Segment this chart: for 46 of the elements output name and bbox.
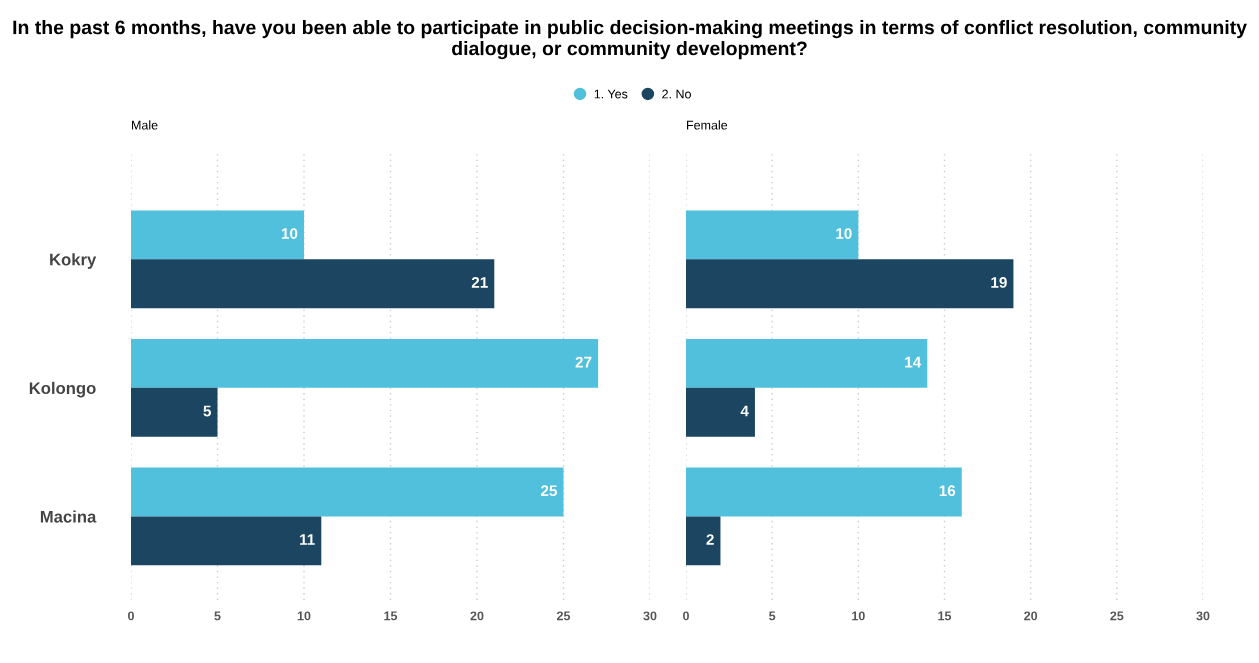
data-label: 10: [281, 228, 298, 239]
x-tick-label: 30: [643, 611, 657, 621]
bar: [686, 259, 1014, 309]
data-label: 21: [471, 277, 488, 288]
data-label: 11: [300, 534, 315, 545]
x-tick-label: 0: [128, 611, 134, 621]
bar: [686, 387, 755, 437]
x-tick-label: 15: [938, 611, 952, 621]
y-tick-label: Kokry: [50, 253, 97, 269]
legend-label: 1. Yes: [594, 89, 628, 99]
data-label: 4: [740, 405, 749, 417]
chart-subtitle: Male: [132, 120, 158, 130]
bar: [686, 339, 928, 388]
bar: [131, 210, 304, 260]
data-label: 16: [939, 485, 956, 497]
data-label: 19: [991, 277, 1007, 288]
x-tick-label: 5: [214, 611, 221, 621]
legend-label: 2. No: [662, 89, 691, 99]
data-label: 25: [540, 485, 558, 497]
data-label: 2: [706, 534, 714, 545]
x-tick-label: 30: [1196, 611, 1210, 621]
x-tick-label: 20: [1024, 611, 1038, 621]
bar: [686, 210, 859, 260]
x-tick-label: 10: [852, 611, 865, 621]
x-tick-label: 15: [384, 611, 398, 621]
y-tick-label: Macina: [40, 510, 97, 523]
x-tick-label: 10: [297, 611, 311, 621]
bar: [131, 339, 599, 388]
x-tick-label: 0: [683, 611, 689, 621]
bar: [686, 516, 721, 566]
data-label: 27: [575, 356, 592, 368]
bar: [131, 467, 564, 517]
bar: [131, 387, 218, 437]
bar: [686, 467, 962, 517]
x-tick-label: 20: [470, 611, 484, 621]
bar: [131, 259, 495, 309]
x-tick-label: 25: [556, 611, 571, 621]
y-tick-label: Kolongo: [29, 381, 96, 398]
x-tick-label: 5: [769, 611, 776, 621]
bar: [131, 516, 322, 566]
data-label: 14: [905, 356, 922, 368]
data-label: 10: [836, 228, 852, 239]
chart-subtitle: Female: [687, 120, 728, 130]
chart-title: In the past 6 months, have you been able to participate in public decision-making meetings in terms of conflict resolution, community dialogue, or community development?: [13, 20, 1247, 60]
x-tick-label: 25: [1110, 611, 1124, 621]
data-label: 5: [203, 405, 212, 417]
